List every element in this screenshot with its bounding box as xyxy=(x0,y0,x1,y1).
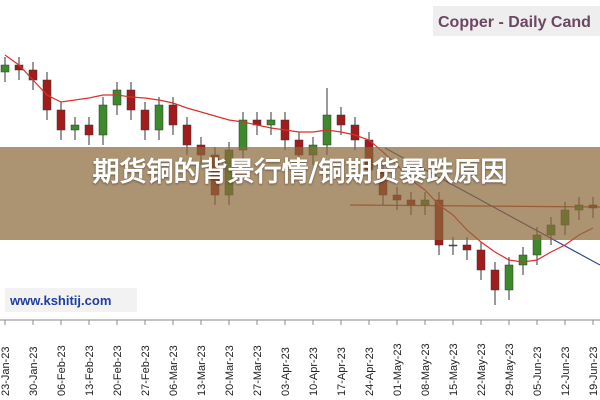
x-tick-label: 17-Apr-23 xyxy=(336,347,348,396)
x-tick-label: 08-May-23 xyxy=(420,343,432,396)
candle-body xyxy=(448,244,458,247)
x-tick-label: 19-Jun-23 xyxy=(588,346,600,396)
candle-body xyxy=(140,109,150,131)
banner-title: 期货铜的背景行情/铜期货暴跌原因 xyxy=(92,157,508,188)
x-tick-label: 01-May-23 xyxy=(392,343,404,396)
x-axis-labels: 23-Jan-23 30-Jan-23 06-Feb-23 13-Feb-23 20-F… xyxy=(0,320,600,396)
watermark-box xyxy=(5,288,137,312)
candle-body xyxy=(350,124,360,141)
candle-body xyxy=(154,104,164,131)
x-tick-label: 30-Jan-23 xyxy=(28,346,40,396)
x-tick-label: 22-May-23 xyxy=(476,343,488,396)
banner-holder: 期货铜的背景行情/铜期货暴跌原因 xyxy=(92,157,508,188)
candle-body xyxy=(504,264,514,291)
x-tick-label: 29-May-23 xyxy=(504,343,516,396)
x-tick-label: 12-Jun-23 xyxy=(560,346,572,396)
candle-body xyxy=(56,109,66,131)
x-tick-label: 06-Feb-23 xyxy=(56,345,68,396)
candle-body xyxy=(98,104,108,136)
x-tick-label: 15-May-23 xyxy=(448,343,460,396)
x-tick-label: 05-Jun-23 xyxy=(532,346,544,396)
x-tick-label: 27-Feb-23 xyxy=(140,345,152,396)
x-tick-label: 03-Apr-23 xyxy=(280,347,292,396)
x-tick-label: 20-Mar-23 xyxy=(224,345,236,396)
x-tick-label: 10-Apr-23 xyxy=(308,347,320,396)
candle-body xyxy=(70,124,80,131)
title-box xyxy=(433,6,600,36)
candle-body xyxy=(462,244,472,251)
candle-body xyxy=(84,124,94,136)
candle-body xyxy=(0,64,10,73)
x-tick-label: 06-Mar-23 xyxy=(168,345,180,396)
moving-average xyxy=(4,54,594,263)
candle-body xyxy=(336,114,346,126)
candle-body xyxy=(490,269,500,291)
x-tick-label: 13-Mar-23 xyxy=(196,345,208,396)
x-tick-label: 27-Mar-23 xyxy=(252,345,264,396)
candle-body xyxy=(476,249,486,271)
candle-body xyxy=(126,89,136,111)
candle-body xyxy=(112,89,122,106)
candle-body xyxy=(182,124,192,146)
x-tick-label: 20-Feb-23 xyxy=(112,345,124,396)
x-tick-label: 13-Feb-23 xyxy=(84,345,96,396)
chart-title: Copper - Daily Cand xyxy=(438,14,591,31)
candle-body xyxy=(518,254,528,266)
watermark: www.kshitij.com xyxy=(9,293,111,308)
x-tick-label: 23-Jan-23 xyxy=(0,346,12,396)
candle-body xyxy=(238,119,248,151)
banner xyxy=(0,147,600,240)
candle-body xyxy=(168,104,178,126)
candle-body xyxy=(266,119,276,126)
candle-body xyxy=(28,69,38,81)
x-tick-label: 24-Apr-23 xyxy=(364,347,376,396)
